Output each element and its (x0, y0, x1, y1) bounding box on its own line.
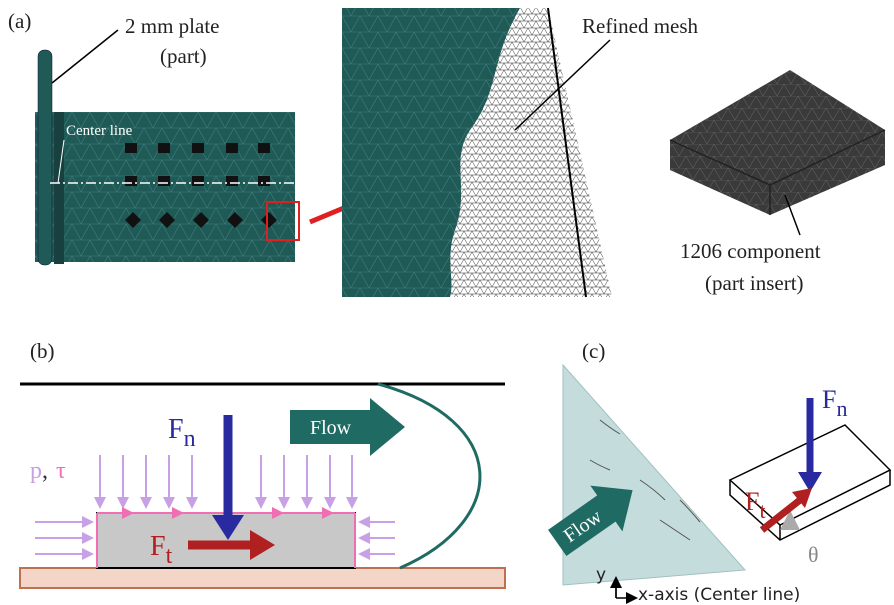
flow-label: Flow (310, 417, 352, 439)
plate-edge (54, 112, 64, 264)
shear-symbol: τ (56, 458, 66, 484)
force-subscript: n (184, 426, 196, 452)
force-symbol: F (745, 487, 759, 516)
force-symbol: F (168, 414, 184, 445)
center-line-label: Center line (66, 123, 133, 139)
normal-force-label: Fn (168, 414, 196, 452)
plate-label: 2 mm plate (125, 14, 219, 38)
panel-label: (c) (582, 339, 605, 363)
component-label: 1206 component (680, 239, 821, 263)
angle-label: θ (808, 542, 819, 567)
force-subscript: n (836, 396, 847, 421)
substrate (20, 568, 505, 588)
stress-label: p, τ (30, 458, 66, 484)
plate (38, 50, 52, 265)
comma: , (42, 458, 48, 484)
component-label: (part insert) (705, 271, 804, 295)
pressure-symbol: p (30, 458, 42, 484)
wedge (563, 365, 745, 585)
force-symbol: F (822, 385, 836, 414)
force-subscript: t (166, 543, 173, 569)
mesh-label: Refined mesh (582, 14, 699, 38)
x-axis-label: x-axis (Center line) (638, 585, 800, 605)
force-subscript: t (759, 498, 765, 523)
panel-label: (b) (30, 339, 55, 363)
panel-label: (a) (8, 9, 31, 33)
force-symbol: F (150, 531, 166, 562)
y-axis-label: y (596, 565, 606, 585)
figure: (a) Center line 2 mm plate (part) Refine… (0, 0, 894, 605)
normal-force-label: Fn (822, 385, 847, 421)
leader (52, 30, 118, 83)
component-box (670, 70, 885, 215)
plate-label: (part) (160, 44, 207, 68)
axis-arrows (616, 582, 632, 598)
velocity-profile (378, 384, 480, 568)
